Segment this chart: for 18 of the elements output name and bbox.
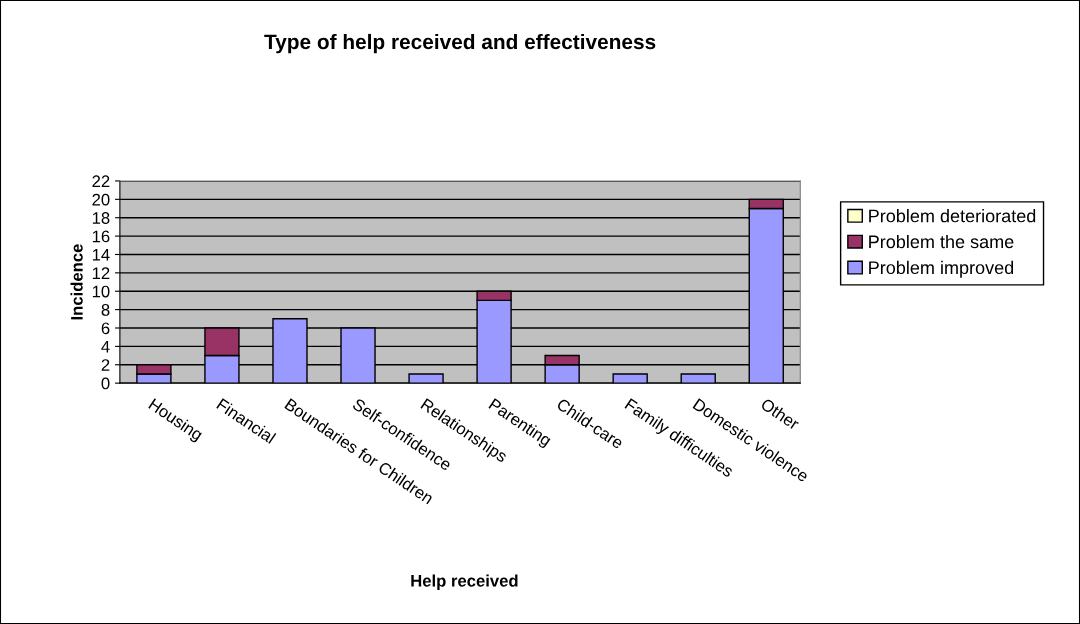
x-axis-title: Help received: [411, 574, 518, 591]
y-tick-label: 20: [92, 193, 110, 206]
y-tick-label: 18: [92, 212, 110, 224]
y-tick-label: 4: [101, 340, 110, 353]
y-tick-label: 2: [101, 359, 110, 371]
y-tick-label: 22: [92, 175, 110, 187]
y-tick-label: 14: [92, 249, 110, 261]
legend-label: Problem the same: [869, 234, 1014, 249]
legend-label: Problem deteriorated: [869, 209, 1036, 223]
y-tick-label: 16: [92, 230, 110, 243]
chart-title: Type of help received and effectiveness: [264, 33, 656, 54]
legend-label: Problem improved: [869, 260, 1014, 278]
y-axis-title: Incidence: [70, 244, 83, 320]
y-tick-label: 12: [92, 267, 110, 279]
y-tick-label: 8: [101, 304, 110, 316]
y-tick-label: 10: [92, 285, 110, 298]
y-tick-label: 0: [101, 377, 110, 390]
y-tick-label: 6: [101, 322, 110, 335]
